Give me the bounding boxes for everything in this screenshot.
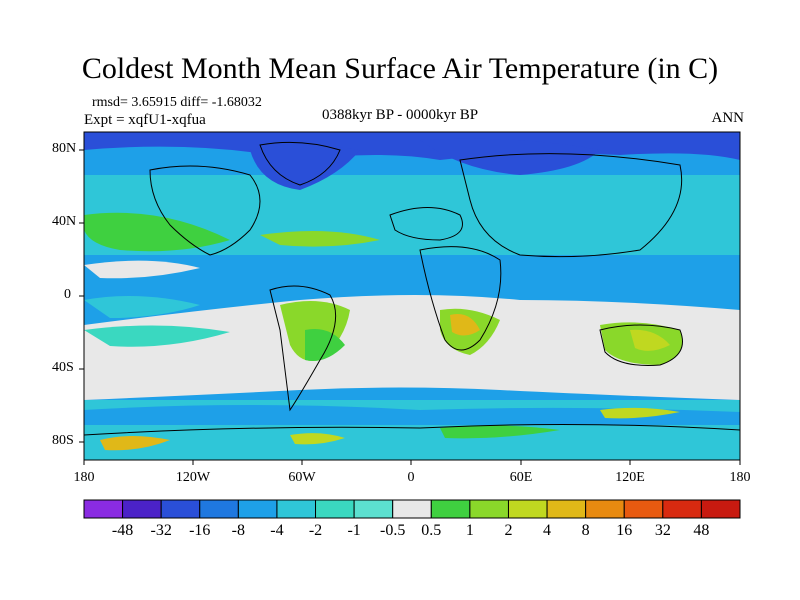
map-title: Coldest Month Mean Surface Air Temperatu…	[81, 52, 719, 85]
colorbar-swatch	[160, 499, 201, 519]
colorbar-label: -2	[308, 522, 323, 539]
temperature-field	[84, 132, 740, 460]
colorbar-label: -32	[150, 522, 172, 539]
coastlines	[84, 141, 740, 436]
colorbar-swatch	[392, 499, 432, 519]
colorbar-label: 4	[543, 522, 552, 539]
axis-ticks	[79, 149, 741, 465]
colorbar-swatch	[507, 499, 548, 519]
colorbar-label: -16	[189, 522, 211, 539]
colorbar-label: 1	[465, 522, 474, 539]
x-tick-60w: 60W	[288, 470, 316, 485]
colorbar-label: -8	[231, 522, 246, 539]
colorbar-swatch	[122, 499, 162, 519]
colorbar-swatch	[237, 499, 278, 519]
colorbar-swatch	[662, 499, 702, 519]
x-tick-180e: 180	[729, 470, 751, 485]
colorbar-swatch	[83, 499, 124, 519]
colorbar-swatch	[276, 499, 317, 519]
x-tick-120w: 120W	[175, 470, 211, 485]
colorbar-label: -1	[347, 522, 361, 539]
y-tick-0: 0	[64, 287, 71, 302]
colorbar-swatch	[585, 499, 625, 519]
colorbar-swatch	[315, 499, 355, 519]
x-tick-180w: 180	[73, 470, 95, 485]
y-tick-80n: 80N	[52, 141, 77, 156]
period-label: 0388kyr BP - 0000kyr BP	[321, 107, 479, 123]
y-tick-80s: 80S	[52, 433, 74, 448]
colorbar	[83, 499, 741, 519]
colorbar-label: -48	[111, 522, 134, 539]
colorbar-label: 8	[581, 522, 590, 539]
experiment-label: Expt = xqfU1-xqfua	[84, 112, 206, 128]
colorbar-swatch	[430, 499, 471, 519]
rmsd-stats: rmsd= 3.65915 diff= -1.68032	[92, 95, 262, 110]
colorbar-label: -4	[270, 522, 284, 539]
colorbar-label: 0.5	[421, 522, 442, 539]
y-tick-40s: 40S	[52, 360, 74, 375]
colorbar-swatch	[469, 499, 509, 519]
colorbar-label: 48	[693, 522, 710, 539]
colorbar-label: 16	[616, 522, 633, 539]
colorbar-swatch	[353, 499, 394, 519]
y-tick-40n: 40N	[52, 214, 77, 229]
colorbar-swatch	[546, 499, 587, 519]
colorbar-label: 2	[504, 522, 513, 539]
colorbar-swatch	[623, 499, 664, 519]
x-tick-60e: 60E	[509, 470, 533, 485]
x-tick-0: 0	[407, 470, 415, 485]
colorbar-label: -0.5	[380, 522, 406, 539]
colorbar-label: 32	[654, 522, 671, 539]
x-tick-120e: 120E	[615, 470, 645, 485]
colorbar-swatch	[199, 499, 239, 519]
season-label: ANN	[711, 110, 745, 126]
colorbar-swatch	[700, 499, 741, 519]
